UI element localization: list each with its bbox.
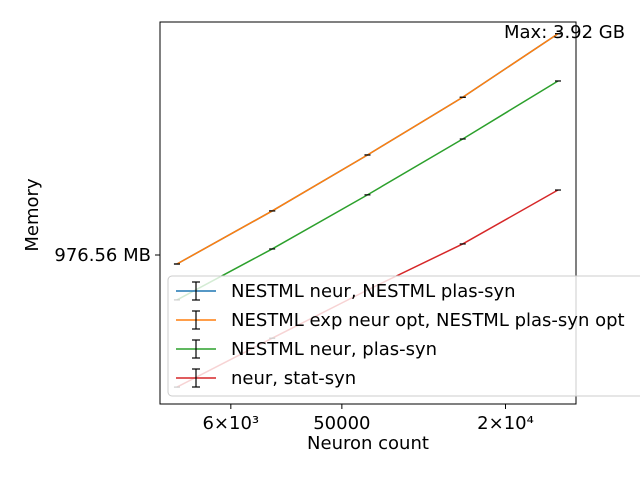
y-tick-label: 976.56 MB bbox=[54, 245, 151, 266]
plot-frame bbox=[159, 21, 577, 405]
legend-label: NESTML exp neur opt, NESTML plas-syn opt bbox=[231, 310, 625, 331]
x-tick-label: 50000 bbox=[313, 413, 370, 434]
legend-label: NESTML neur, plas-syn bbox=[231, 339, 437, 360]
legend-label: neur, stat-syn bbox=[231, 368, 356, 389]
legend-box bbox=[167, 275, 640, 397]
x-axis-label: Neuron count bbox=[307, 433, 429, 454]
annotation: Max: 3.92 GB bbox=[504, 22, 625, 43]
y-axis-label: Memory bbox=[22, 178, 43, 252]
series-line bbox=[176, 80, 559, 301]
x-tick-label: 2×10⁴ bbox=[477, 413, 534, 434]
x-tick-label: 6×10³ bbox=[202, 413, 259, 434]
series-line bbox=[176, 33, 559, 265]
legend: NESTML neur, NESTML plas-syn NESTML exp n… bbox=[167, 275, 640, 397]
legend-label: NESTML neur, NESTML plas-syn bbox=[231, 281, 516, 302]
series-line bbox=[176, 33, 559, 265]
